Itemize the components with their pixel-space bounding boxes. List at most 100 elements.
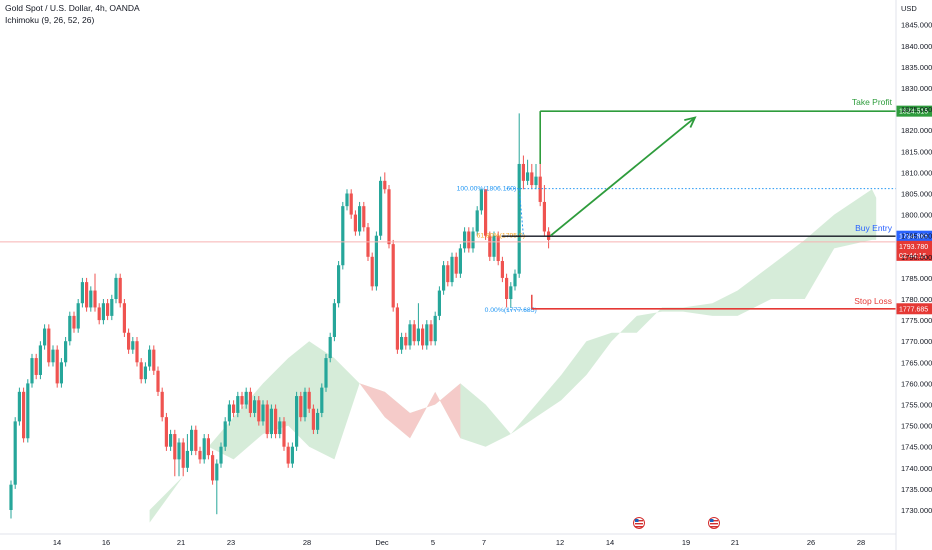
candle-body bbox=[450, 256, 454, 283]
candle bbox=[118, 273, 122, 308]
y-tick-label: 1755.000 bbox=[901, 401, 932, 410]
candle bbox=[370, 252, 374, 291]
candle-body bbox=[328, 336, 332, 359]
candle bbox=[299, 391, 303, 422]
candle-body bbox=[181, 442, 185, 468]
candle-body bbox=[244, 391, 248, 405]
event-flag-icon[interactable] bbox=[708, 517, 720, 529]
indicator-label[interactable]: Ichimoku (9, 26, 52, 26) bbox=[5, 15, 95, 25]
candle-body bbox=[475, 210, 479, 232]
x-tick-label: 19 bbox=[682, 538, 690, 547]
candle bbox=[379, 176, 383, 240]
candle bbox=[236, 391, 240, 418]
candle bbox=[164, 412, 168, 451]
candle-body bbox=[198, 450, 202, 460]
candle bbox=[219, 442, 223, 468]
candle-body bbox=[433, 315, 437, 342]
candle bbox=[152, 345, 156, 375]
candle bbox=[454, 252, 458, 278]
candle-body bbox=[391, 244, 395, 308]
candle bbox=[97, 303, 101, 325]
candle bbox=[517, 113, 521, 278]
buy-entry-tag-text: 1794.885 bbox=[899, 234, 928, 241]
candle bbox=[509, 282, 513, 308]
candle bbox=[169, 429, 173, 451]
x-axis[interactable]: 14 16 21 23 28 Dec 5 7 12 14 19 21 26 28 bbox=[0, 533, 896, 547]
candle bbox=[110, 294, 114, 321]
y-tick-label: 1820.000 bbox=[901, 126, 932, 135]
target-arrow-shaft bbox=[550, 116, 696, 237]
candle bbox=[505, 273, 509, 308]
candle-body bbox=[22, 391, 26, 439]
fib-100-label: 100.00%(1806.160) bbox=[457, 186, 517, 193]
candle-body bbox=[442, 265, 446, 291]
candle-body bbox=[509, 286, 513, 299]
candle bbox=[526, 159, 530, 186]
symbol-title[interactable]: Gold Spot / U.S. Dollar, 4h, OANDA bbox=[5, 3, 140, 13]
candle-body bbox=[257, 400, 261, 422]
candle bbox=[101, 299, 105, 325]
candle bbox=[43, 324, 47, 350]
stop-loss-tag-text: 1777.685 bbox=[899, 306, 928, 313]
candle-body bbox=[349, 193, 353, 215]
candle bbox=[211, 450, 215, 485]
y-tick-label: 1815.000 bbox=[901, 147, 932, 156]
x-tick-label: 21 bbox=[731, 538, 739, 547]
candle-body bbox=[160, 391, 164, 418]
candle bbox=[488, 231, 492, 262]
candle-body bbox=[458, 248, 462, 274]
candle bbox=[160, 387, 164, 422]
y-tick-label: 1835.000 bbox=[901, 63, 932, 72]
candle-body bbox=[47, 328, 51, 363]
candle-body bbox=[139, 362, 143, 380]
candle bbox=[421, 324, 425, 350]
candle-body bbox=[358, 206, 362, 232]
candle bbox=[446, 261, 450, 287]
current-price-tag bbox=[896, 240, 932, 261]
candle-body bbox=[324, 358, 328, 388]
candle bbox=[332, 299, 336, 342]
cloud-bearish bbox=[359, 383, 461, 439]
candle-body bbox=[156, 370, 160, 392]
y-axis[interactable]: 1730.000 1735.000 1740.000 1745.000 1750.000… bbox=[895, 0, 932, 550]
candle-body bbox=[106, 303, 110, 316]
buy-entry-tag bbox=[896, 230, 932, 242]
candle bbox=[391, 239, 395, 312]
candle-body bbox=[421, 328, 425, 346]
candle bbox=[135, 336, 139, 367]
candle-body bbox=[526, 172, 530, 181]
event-flag-icon[interactable] bbox=[633, 517, 645, 529]
candle-body bbox=[521, 163, 525, 181]
candle bbox=[106, 299, 110, 321]
candle bbox=[269, 404, 273, 439]
y-tick-label: 1770.000 bbox=[901, 337, 932, 346]
y-tick-label: 1775.000 bbox=[901, 316, 932, 325]
candle bbox=[286, 442, 290, 468]
candle bbox=[122, 299, 126, 337]
candle-body bbox=[534, 176, 538, 186]
x-tick-label: 26 bbox=[807, 538, 815, 547]
candle bbox=[223, 417, 227, 451]
currency-label: USD bbox=[901, 4, 917, 13]
candle-body bbox=[177, 442, 181, 460]
x-tick-label: 12 bbox=[556, 538, 564, 547]
candle bbox=[496, 231, 500, 266]
candle-body bbox=[467, 231, 471, 249]
candle bbox=[425, 320, 429, 350]
y-tick-label: 1730.000 bbox=[901, 506, 932, 515]
candle-body bbox=[135, 341, 139, 363]
candle-body bbox=[395, 307, 399, 350]
y-tick-label: 1785.000 bbox=[901, 274, 932, 283]
candle-body bbox=[353, 214, 357, 232]
candle-body bbox=[286, 446, 290, 464]
candle-body bbox=[429, 324, 433, 342]
candle bbox=[534, 163, 538, 190]
take-profit-label: Take Profit bbox=[852, 97, 893, 107]
candle-body bbox=[97, 307, 101, 321]
candle bbox=[521, 155, 525, 190]
candle bbox=[492, 231, 496, 262]
candle bbox=[341, 201, 345, 270]
candle-body bbox=[143, 366, 147, 380]
candle-body bbox=[232, 404, 236, 413]
